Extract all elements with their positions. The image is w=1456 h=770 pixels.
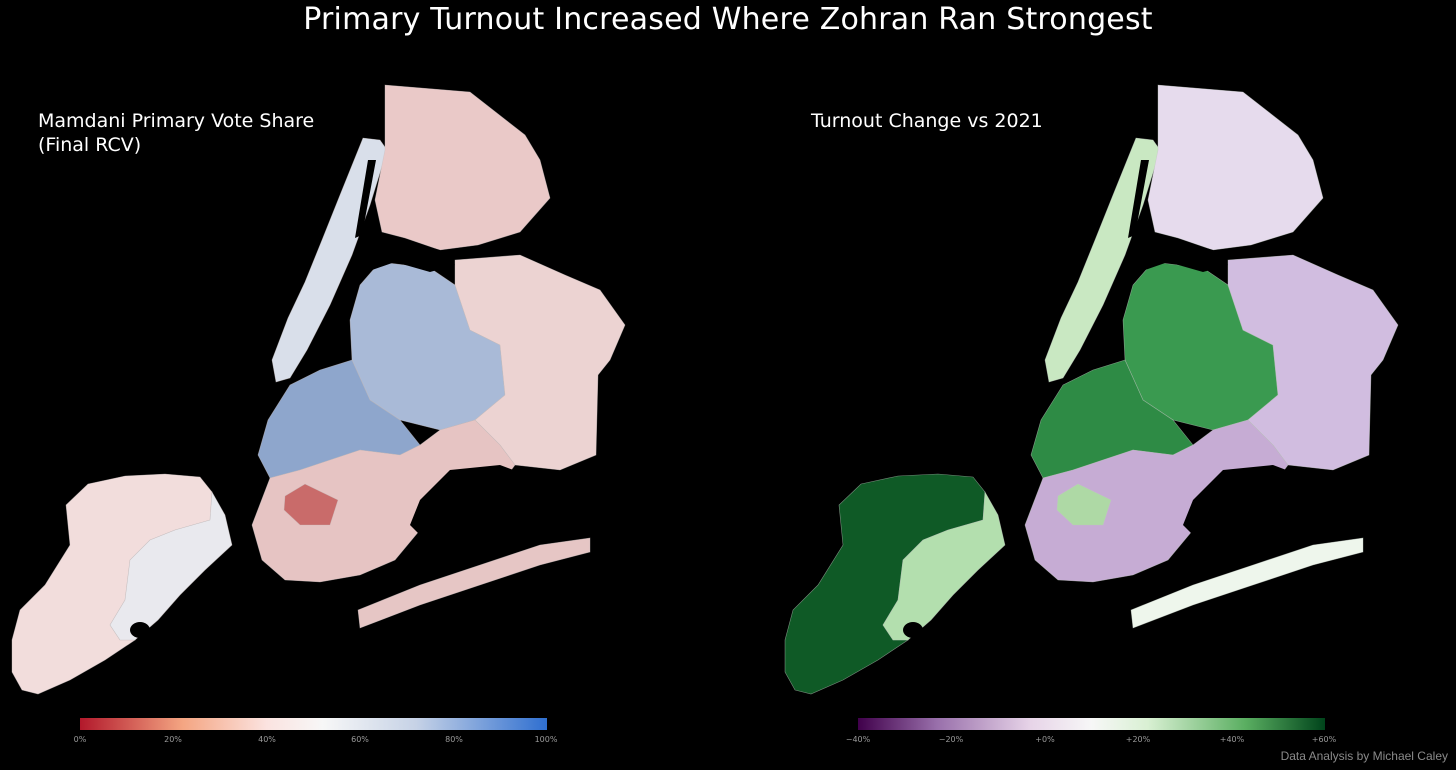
left-panel-title-line-1: Mamdani Primary Vote Share xyxy=(38,110,315,132)
right-jamaica-bay xyxy=(1183,465,1318,555)
right-tick-4: +40% xyxy=(1219,735,1245,744)
right-colorbar xyxy=(858,718,1325,730)
left-tick-0: 0% xyxy=(73,735,87,744)
left-map-water xyxy=(130,160,545,638)
left-region-queens-east xyxy=(454,254,626,471)
right-region-bronx xyxy=(1147,84,1324,251)
figure-title: Primary Turnout Increased Where Zohran R… xyxy=(303,2,1153,37)
left-region-staten-island-ne xyxy=(109,490,233,641)
left-lake xyxy=(130,622,150,638)
right-panel-title-line-1: Turnout Change vs 2021 xyxy=(811,110,1043,132)
left-map-regions xyxy=(11,84,626,695)
right-choropleth-map xyxy=(784,84,1399,695)
left-region-bronx xyxy=(374,84,551,251)
left-colorbar xyxy=(80,718,547,730)
left-panel-title: Mamdani Primary Vote Share (Final RCV) xyxy=(38,109,314,157)
right-tick-3: +20% xyxy=(1125,735,1151,744)
right-region-rockaway xyxy=(1130,537,1364,629)
left-tick-2: 40% xyxy=(258,735,276,744)
right-map-regions xyxy=(784,84,1399,695)
right-tick-0: −40% xyxy=(845,735,871,744)
right-region-staten-island-ne xyxy=(882,490,1006,641)
right-harlem-river xyxy=(1128,160,1149,238)
left-east-river xyxy=(360,238,455,272)
right-panel-title: Turnout Change vs 2021 xyxy=(811,109,1043,133)
left-panel-title-line-2: (Final RCV) xyxy=(38,134,142,156)
left-region-rockaway xyxy=(357,537,591,629)
left-tick-3: 60% xyxy=(351,735,369,744)
right-tick-2: +0% xyxy=(1035,735,1055,744)
left-jamaica-bay xyxy=(410,465,545,555)
left-region-brooklyn-hot xyxy=(283,483,339,526)
left-choropleth-map xyxy=(11,84,626,695)
right-tick-5: +60% xyxy=(1311,735,1337,744)
right-region-queens-east xyxy=(1227,254,1399,471)
right-tick-1: −20% xyxy=(938,735,964,744)
right-map-water xyxy=(903,160,1318,638)
left-tick-1: 20% xyxy=(164,735,182,744)
right-east-river xyxy=(1133,238,1228,272)
left-tick-5: 100% xyxy=(534,735,558,744)
left-tick-4: 80% xyxy=(445,735,463,744)
right-lake xyxy=(903,622,923,638)
right-region-brooklyn-hot xyxy=(1056,483,1112,526)
credit-text: Data Analysis by Michael Caley xyxy=(1280,749,1448,763)
left-harlem-river xyxy=(355,160,376,238)
